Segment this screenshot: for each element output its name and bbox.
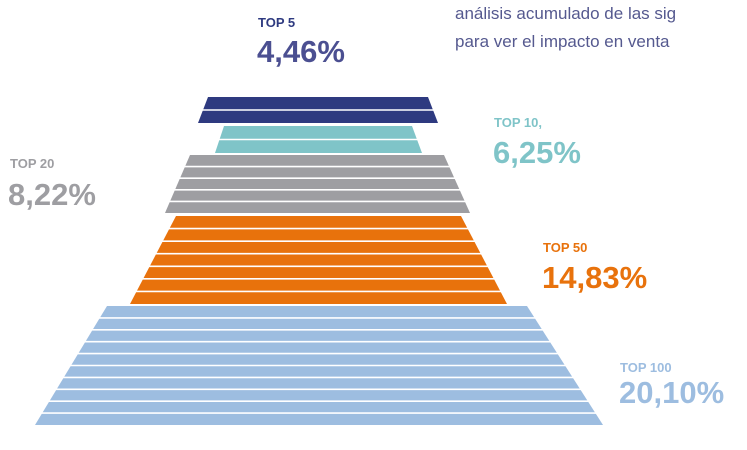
tier-value: 4,46% — [257, 34, 345, 69]
tier-label: TOP 10, — [494, 115, 542, 130]
pyramid-band — [165, 155, 470, 213]
tier-label: TOP 5 — [258, 15, 295, 30]
intro-text: análisis acumulado de las sig — [455, 4, 676, 23]
tier-label: TOP 50 — [543, 240, 587, 255]
intro-text: para ver el impacto en venta — [455, 32, 670, 51]
tier-value: 14,83% — [542, 260, 647, 295]
tier-value: 8,22% — [8, 177, 96, 212]
tier-value: 20,10% — [619, 375, 724, 410]
tier-value: 6,25% — [493, 135, 581, 170]
tier-label: TOP 100 — [620, 360, 672, 375]
tier-label: TOP 20 — [10, 156, 54, 171]
pyramid-band — [130, 216, 507, 304]
pyramid — [35, 97, 603, 425]
